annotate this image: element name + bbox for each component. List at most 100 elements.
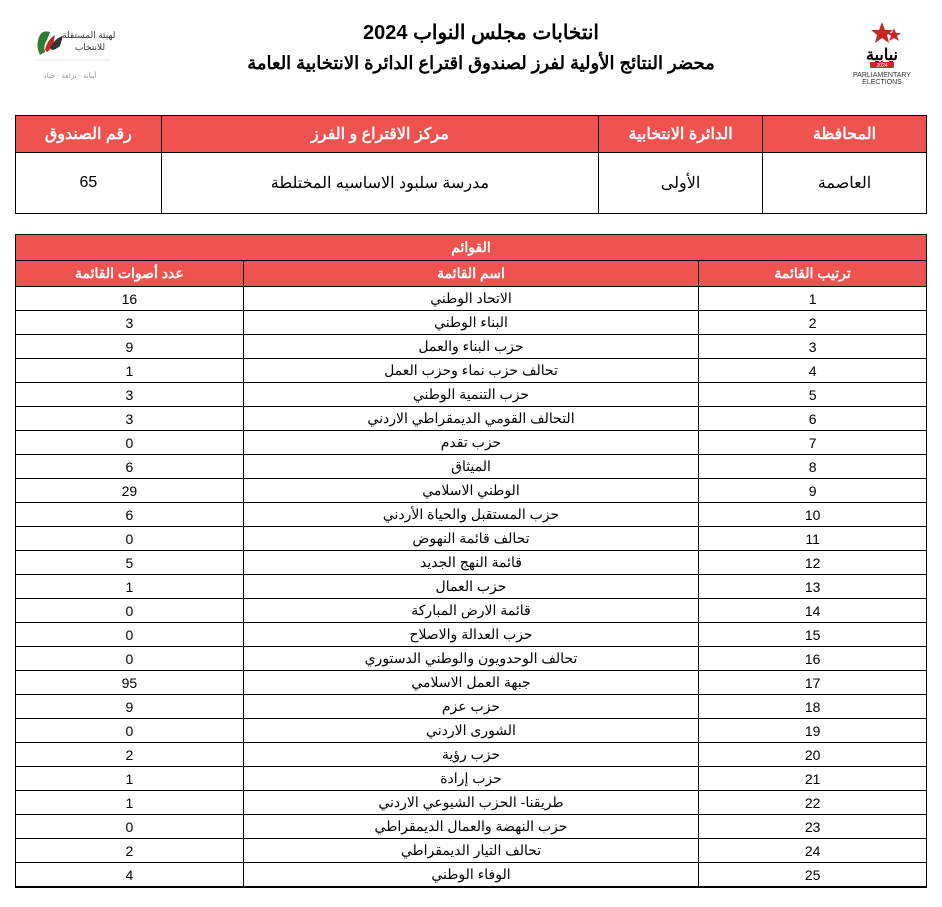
svg-text:نيابية: نيابية — [866, 47, 898, 64]
cell-name: تحالف حزب نماء وحزب العمل — [243, 359, 699, 383]
table-row: 1الاتحاد الوطني16 — [16, 287, 927, 311]
cell-name: الوفاء الوطني — [243, 863, 699, 888]
table-row: 14قائمة الارض المباركة0 — [16, 599, 927, 623]
cell-name: حزب تقدم — [243, 431, 699, 455]
cell-name: حزب العمال — [243, 575, 699, 599]
cell-rank: 15 — [699, 623, 927, 647]
cell-rank: 14 — [699, 599, 927, 623]
cell-rank: 19 — [699, 719, 927, 743]
cell-name: طريقنا- الحزب الشيوعي الاردني — [243, 791, 699, 815]
cell-votes: 2 — [16, 743, 244, 767]
table-row: 8الميثاق6 — [16, 455, 927, 479]
table-row: 21حزب إرادة1 — [16, 767, 927, 791]
value-governorate: العاصمة — [763, 153, 927, 214]
cell-rank: 4 — [699, 359, 927, 383]
cell-name: حزب عزم — [243, 695, 699, 719]
cell-votes: 3 — [16, 407, 244, 431]
lists-table: القوائم ترتيب القائمة اسم القائمة عدد أص… — [15, 234, 927, 888]
cell-rank: 16 — [699, 647, 927, 671]
table-row: 19الشورى الاردني0 — [16, 719, 927, 743]
cell-votes: 0 — [16, 431, 244, 455]
cell-rank: 6 — [699, 407, 927, 431]
cell-rank: 17 — [699, 671, 927, 695]
cell-votes: 0 — [16, 599, 244, 623]
cell-rank: 11 — [699, 527, 927, 551]
table-row: 17جبهة العمل الاسلامي95 — [16, 671, 927, 695]
title-sub: محضر النتائج الأولية لفرز لصندوق اقتراع … — [120, 53, 842, 74]
value-district: الأولى — [599, 153, 763, 214]
header-name: اسم القائمة — [243, 261, 699, 287]
table-row: 18حزب عزم9 — [16, 695, 927, 719]
table-row: 12قائمة النهج الجديد5 — [16, 551, 927, 575]
cell-rank: 7 — [699, 431, 927, 455]
election-logo-icon: نيابية 2024 — [852, 20, 912, 70]
cell-name: حزب التنمية الوطني — [243, 383, 699, 407]
cell-votes: 0 — [16, 815, 244, 839]
cell-name: قائمة الارض المباركة — [243, 599, 699, 623]
value-box: 65 — [16, 153, 162, 214]
cell-rank: 9 — [699, 479, 927, 503]
info-value-row: العاصمة الأولى مدرسة سلبود الاساسيه المخ… — [16, 153, 927, 214]
info-table: المحافظة الدائرة الانتخابية مركز الاقترا… — [15, 115, 927, 214]
table-row: 25الوفاء الوطني4 — [16, 863, 927, 888]
cell-votes: 0 — [16, 647, 244, 671]
cell-votes: 1 — [16, 359, 244, 383]
cell-rank: 25 — [699, 863, 927, 888]
table-row: 15حزب العدالة والاصلاح0 — [16, 623, 927, 647]
cell-name: حزب البناء والعمل — [243, 335, 699, 359]
table-row: 9الوطني الاسلامي29 — [16, 479, 927, 503]
cell-name: تحالف الوحدويون والوطني الدستوري — [243, 647, 699, 671]
table-row: 22طريقنا- الحزب الشيوعي الاردني1 — [16, 791, 927, 815]
table-row: 10حزب المستقبل والحياة الأردني6 — [16, 503, 927, 527]
cell-votes: 0 — [16, 527, 244, 551]
cell-rank: 12 — [699, 551, 927, 575]
cell-name: التحالف القومي الديمقراطي الاردني — [243, 407, 699, 431]
title-main: انتخابات مجلس النواب 2024 — [120, 20, 842, 45]
cell-name: حزب المستقبل والحياة الأردني — [243, 503, 699, 527]
header-titles: انتخابات مجلس النواب 2024 محضر النتائج ا… — [120, 20, 842, 74]
cell-name: الميثاق — [243, 455, 699, 479]
cell-rank: 24 — [699, 839, 927, 863]
svg-text:الهيئة المستقلة: الهيئة المستقلة — [62, 30, 115, 41]
cell-votes: 9 — [16, 695, 244, 719]
cell-name: حزب النهضة والعمال الديمقراطي — [243, 815, 699, 839]
commission-logo-motto: أمانة · نزاهة · حياد — [44, 72, 97, 80]
header-district: الدائرة الانتخابية — [599, 116, 763, 153]
election-logo: نيابية 2024 PARLIAMENTARY ELECTIONS — [842, 20, 922, 90]
table-row: 11تحالف قائمة النهوض0 — [16, 527, 927, 551]
lists-section-title: القوائم — [16, 235, 927, 261]
cell-name: تحالف التيار الديمقراطي — [243, 839, 699, 863]
cell-rank: 8 — [699, 455, 927, 479]
cell-name: حزب العدالة والاصلاح — [243, 623, 699, 647]
cell-votes: 3 — [16, 383, 244, 407]
cell-rank: 20 — [699, 743, 927, 767]
cell-rank: 23 — [699, 815, 927, 839]
cell-name: الشورى الاردني — [243, 719, 699, 743]
cell-votes: 1 — [16, 767, 244, 791]
cell-votes: 4 — [16, 863, 244, 888]
header-center: مركز الاقتراع و الفرز — [161, 116, 598, 153]
table-row: 6التحالف القومي الديمقراطي الاردني3 — [16, 407, 927, 431]
cell-rank: 2 — [699, 311, 927, 335]
document-header: نيابية 2024 PARLIAMENTARY ELECTIONS انتخ… — [0, 0, 942, 100]
cell-name: حزب إرادة — [243, 767, 699, 791]
cell-rank: 10 — [699, 503, 927, 527]
table-row: 16تحالف الوحدويون والوطني الدستوري0 — [16, 647, 927, 671]
table-row: 4تحالف حزب نماء وحزب العمل1 — [16, 359, 927, 383]
election-logo-text: PARLIAMENTARY ELECTIONS — [842, 72, 922, 86]
cell-votes: 0 — [16, 623, 244, 647]
table-row: 23حزب النهضة والعمال الديمقراطي0 — [16, 815, 927, 839]
cell-votes: 5 — [16, 551, 244, 575]
commission-logo-icon: الهيئة المستقلة للانتخاب — [25, 20, 115, 70]
cell-rank: 13 — [699, 575, 927, 599]
table-row: 20حزب رؤية2 — [16, 743, 927, 767]
cell-rank: 5 — [699, 383, 927, 407]
cell-votes: 16 — [16, 287, 244, 311]
cell-votes: 6 — [16, 503, 244, 527]
cell-name: حزب رؤية — [243, 743, 699, 767]
lists-header-row: ترتيب القائمة اسم القائمة عدد أصوات القا… — [16, 261, 927, 287]
cell-votes: 6 — [16, 455, 244, 479]
cell-rank: 1 — [699, 287, 927, 311]
cell-votes: 1 — [16, 575, 244, 599]
lists-body: 1الاتحاد الوطني162البناء الوطني33حزب الب… — [16, 287, 927, 888]
